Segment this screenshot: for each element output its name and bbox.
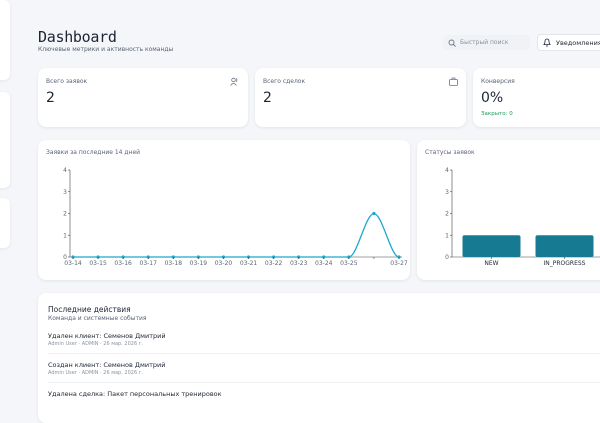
chart-title: Статусы заявок bbox=[425, 149, 475, 156]
sidebar-card bbox=[0, 198, 10, 248]
notifications-button[interactable]: Уведомления bbox=[537, 34, 600, 51]
activity-item-title: Создан клиент: Семенов Дмитрий bbox=[48, 361, 166, 369]
activity-item-title: Удалена сделка: Пакет персональных трени… bbox=[48, 390, 222, 398]
notifications-label: Уведомления bbox=[556, 39, 600, 47]
search-placeholder: Быстрый поиск bbox=[460, 39, 509, 46]
chart-card: Заявки за последние 14 дней bbox=[38, 140, 410, 280]
stat-note: Закрыто: 0 bbox=[481, 111, 513, 117]
page-title: Dashboard bbox=[38, 28, 117, 46]
users-icon bbox=[230, 77, 238, 86]
stat-label: Конверсия bbox=[481, 78, 515, 85]
activity-item-meta: Admin User · ADMIN · 26 мар. 2026 г. bbox=[48, 341, 143, 347]
stat-label: Всего сделок bbox=[263, 78, 306, 85]
stat-value: 2 bbox=[46, 90, 55, 106]
activity-subtitle: Команда и системные события bbox=[48, 315, 147, 322]
search-icon bbox=[448, 39, 456, 47]
page-subtitle: Ключевые метрики и активность команды bbox=[38, 46, 174, 53]
bell-icon bbox=[543, 38, 551, 47]
sidebar-card bbox=[0, 0, 10, 80]
divider bbox=[48, 382, 600, 383]
chart-title: Заявки за последние 14 дней bbox=[46, 149, 141, 156]
sidebar-card bbox=[0, 92, 10, 188]
briefcase-icon bbox=[449, 77, 458, 86]
activity-card: Последние действия Команда и системные с… bbox=[38, 293, 600, 423]
stat-card: Конверсия 0% Закрыто: 0 bbox=[473, 68, 600, 127]
chart-card: Статусы заявок bbox=[417, 140, 600, 280]
stat-value: 0% bbox=[481, 90, 504, 106]
activity-item-meta: Admin User · ADMIN · 26 мар. 2026 г. bbox=[48, 370, 143, 376]
stat-card: Всего заявок 2 bbox=[38, 68, 248, 127]
activity-title: Последние действия bbox=[48, 305, 131, 314]
activity-item-title: Удален клиент: Семенов Дмитрий bbox=[48, 332, 166, 340]
stat-value: 2 bbox=[263, 90, 272, 106]
divider bbox=[48, 353, 600, 354]
stat-card: Всего сделок 2 bbox=[255, 68, 466, 127]
search-input[interactable]: Быстрый поиск bbox=[443, 35, 530, 50]
stat-label: Всего заявок bbox=[46, 78, 88, 85]
